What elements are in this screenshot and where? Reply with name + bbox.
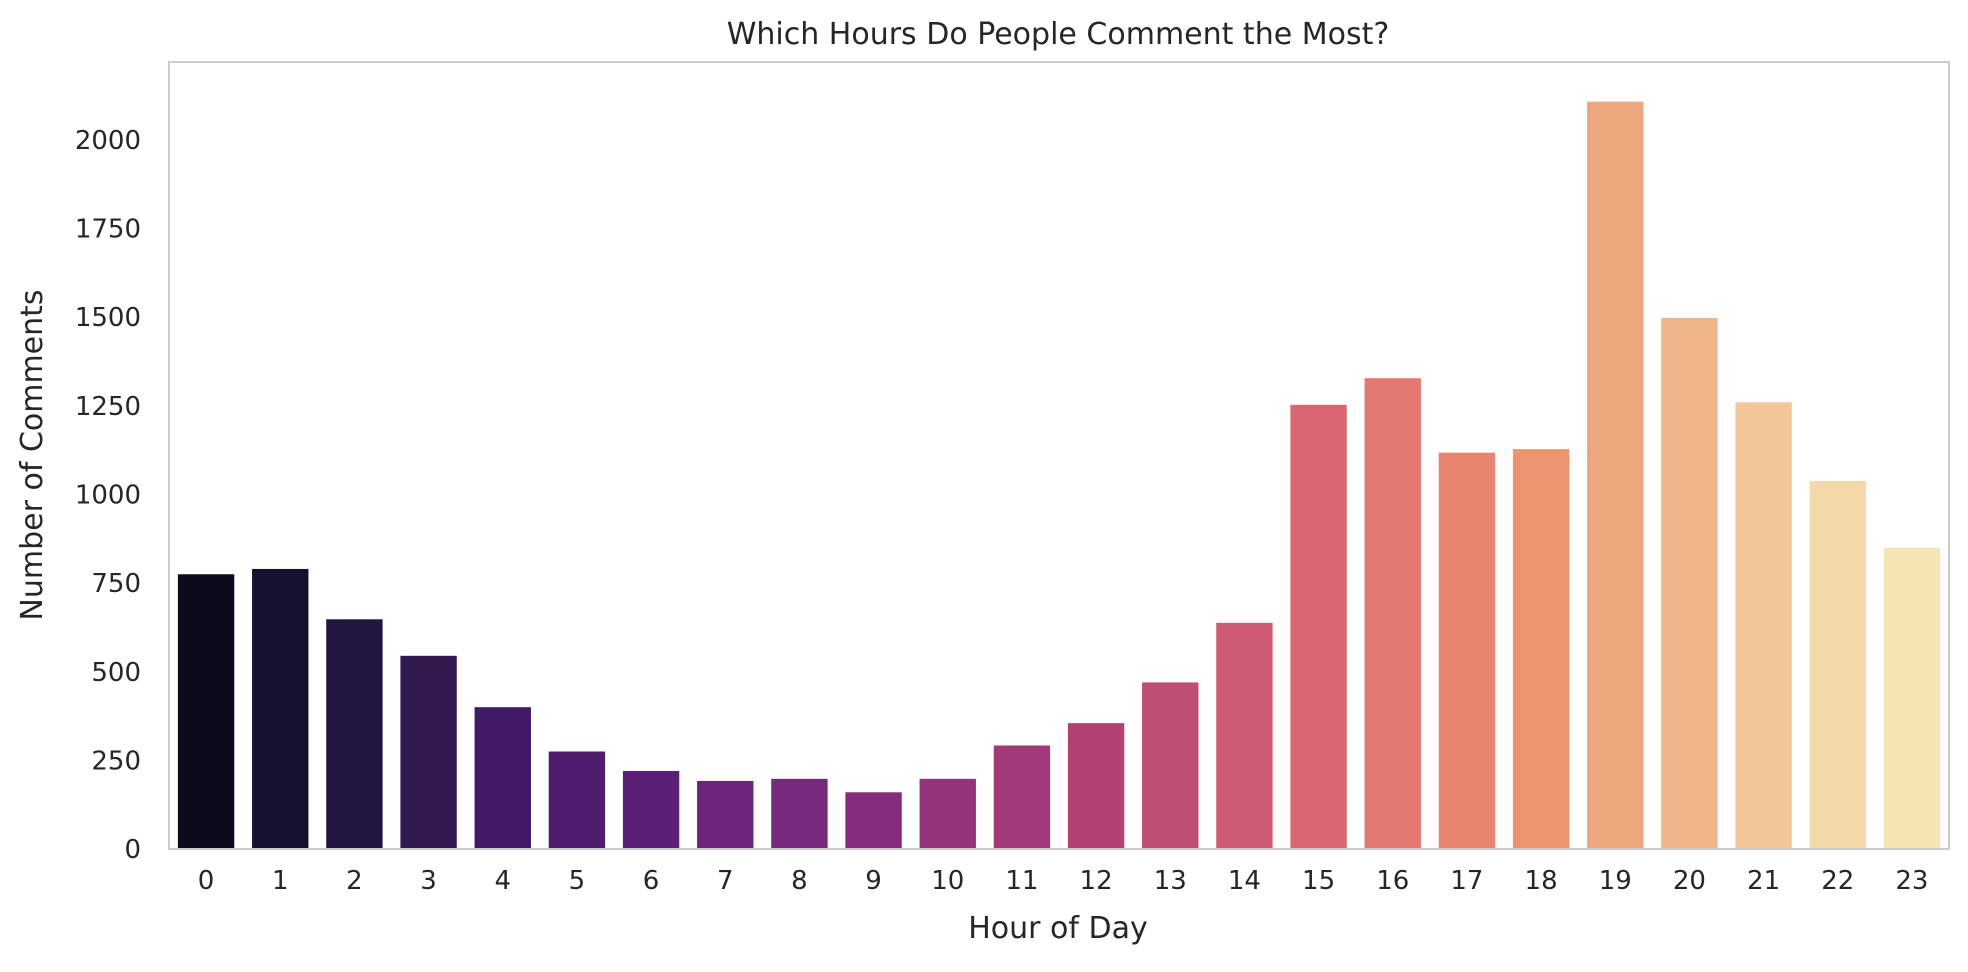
- x-tick-label: 19: [1599, 866, 1632, 896]
- x-tick-label: 10: [931, 866, 964, 896]
- plot-frame: [168, 61, 1950, 850]
- bar-hour-23: [1883, 547, 1941, 849]
- bars-group: [177, 101, 1941, 849]
- y-tick-label: 1250: [75, 392, 141, 422]
- x-tick-label: 4: [494, 866, 511, 896]
- bar-hour-1: [252, 568, 309, 849]
- x-tick-label: 21: [1747, 866, 1780, 896]
- x-tick-label: 18: [1525, 866, 1558, 896]
- bar-hour-7: [697, 780, 754, 849]
- bar-hour-0: [177, 574, 235, 849]
- y-tick-label: 0: [124, 835, 141, 865]
- x-tick-label: 7: [717, 866, 734, 896]
- bar-hour-10: [919, 778, 976, 849]
- y-tick-label: 1500: [75, 303, 141, 333]
- bar-hour-18: [1512, 449, 1570, 849]
- bar-hour-22: [1809, 481, 1866, 849]
- bar-hour-9: [845, 792, 902, 849]
- bar-hour-14: [1216, 622, 1273, 849]
- y-tick-label: 1000: [75, 481, 141, 511]
- bar-hour-5: [548, 751, 606, 849]
- y-tick-label: 2000: [75, 126, 141, 156]
- y-axis-ticks: 0 250 500 750 1000 1250 1500 1750 2000: [75, 126, 141, 865]
- bar-hour-16: [1364, 378, 1421, 849]
- x-tick-label: 22: [1821, 866, 1854, 896]
- bar-hour-17: [1438, 452, 1496, 849]
- x-tick-label: 17: [1450, 866, 1483, 896]
- bar-hour-19: [1587, 101, 1644, 849]
- x-tick-label: 8: [791, 866, 808, 896]
- x-tick-label: 6: [643, 866, 660, 896]
- x-axis-title: Hour of Day: [968, 911, 1148, 946]
- y-tick-label: 1750: [75, 215, 141, 245]
- bar-hour-12: [1067, 723, 1125, 849]
- x-tick-label: 2: [346, 866, 363, 896]
- x-tick-label: 14: [1228, 866, 1261, 896]
- bar-hour-20: [1661, 317, 1718, 849]
- chart-title: Which Hours Do People Comment the Most?: [727, 17, 1390, 52]
- bar-hour-21: [1735, 402, 1792, 849]
- bar-hour-3: [400, 655, 457, 849]
- x-tick-label: 9: [865, 866, 882, 896]
- y-tick-label: 500: [91, 658, 141, 688]
- x-tick-label: 13: [1154, 866, 1187, 896]
- bar-hour-6: [622, 771, 680, 849]
- y-axis-title: Number of Comments: [15, 289, 50, 620]
- x-tick-label: 15: [1302, 866, 1335, 896]
- x-tick-label: 23: [1895, 866, 1928, 896]
- x-tick-label: 20: [1673, 866, 1706, 896]
- x-tick-label: 3: [420, 866, 437, 896]
- x-tick-label: 16: [1376, 866, 1409, 896]
- bar-hour-4: [474, 707, 531, 849]
- bar-hour-2: [326, 619, 383, 849]
- y-tick-label: 250: [91, 746, 141, 776]
- bar-hour-15: [1290, 404, 1347, 849]
- bar-hour-8: [771, 778, 828, 849]
- y-tick-label: 750: [91, 569, 141, 599]
- x-axis-ticks: 0 1 2 3 4 5 6 7 8 9 10 11 12 13 14 15 16 17 18 19 20 21 22 23: [198, 866, 1929, 896]
- bar-hour-13: [1142, 682, 1199, 849]
- x-tick-label: 5: [569, 866, 586, 896]
- x-tick-label: 12: [1080, 866, 1113, 896]
- x-tick-label: 0: [198, 866, 215, 896]
- bar-hour-11: [993, 745, 1051, 849]
- x-tick-label: 1: [272, 866, 289, 896]
- x-tick-label: 11: [1005, 866, 1038, 896]
